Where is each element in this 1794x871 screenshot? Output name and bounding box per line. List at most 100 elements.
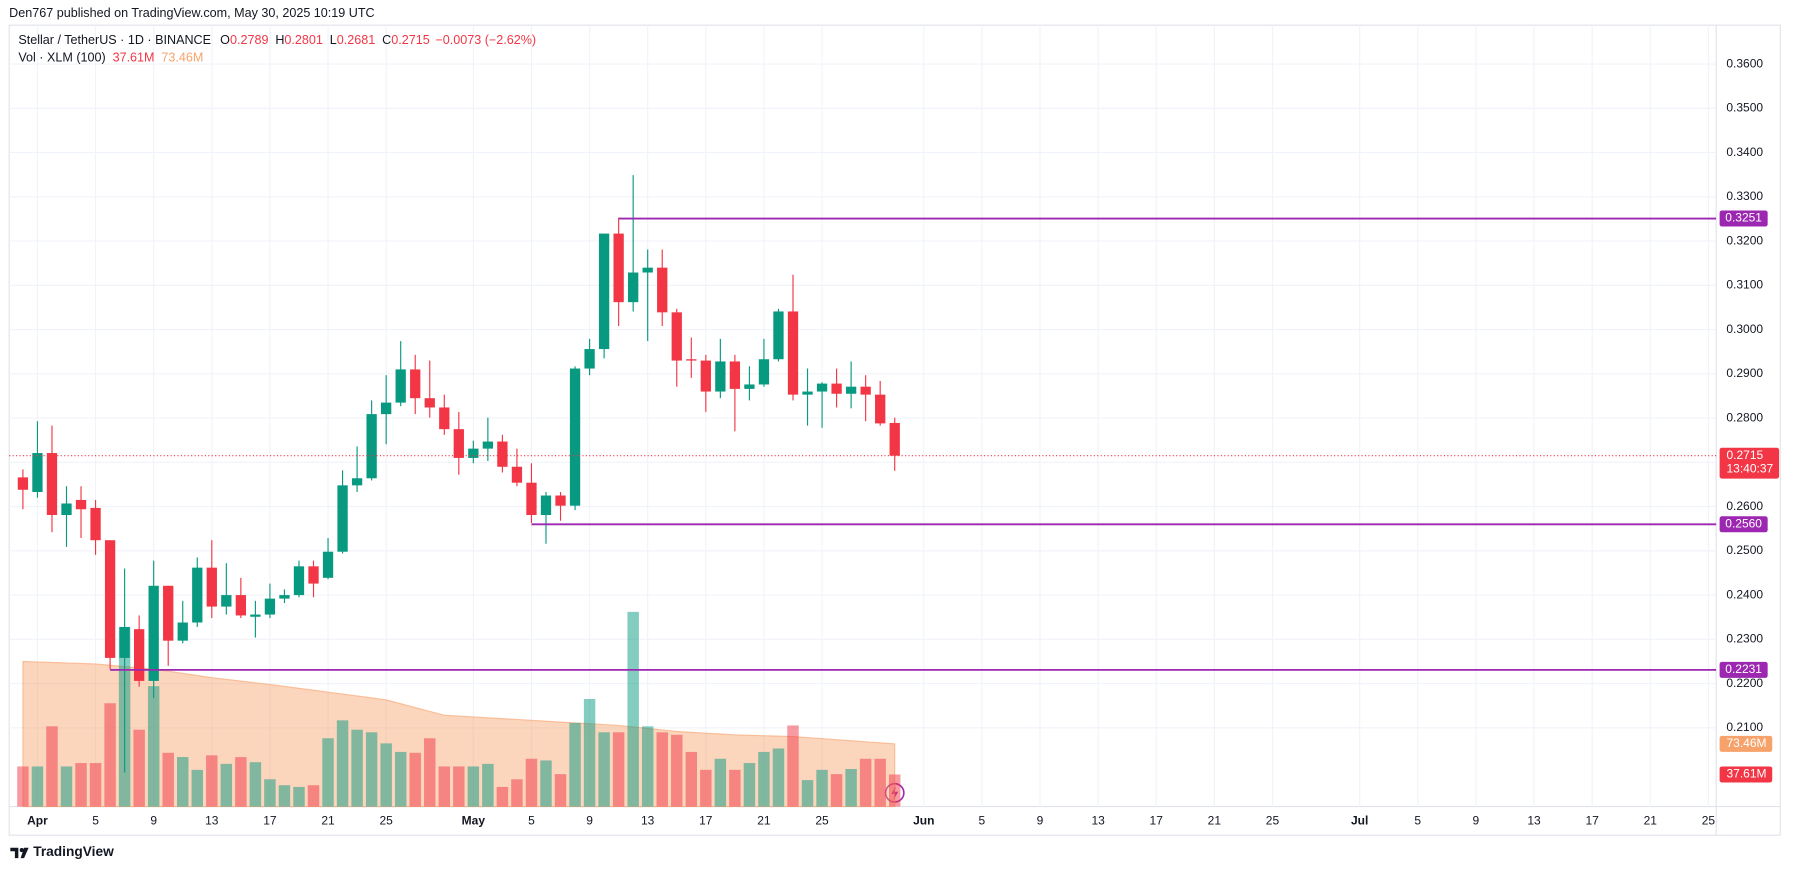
volume-bar	[278, 785, 291, 807]
volume-bar	[453, 766, 465, 807]
candle-body	[206, 567, 217, 607]
x-tick-label: 25	[1266, 814, 1280, 828]
x-tick-label: 13	[1091, 814, 1105, 828]
volume-bar	[89, 763, 102, 807]
candle-body	[758, 359, 770, 385]
candle-body	[642, 267, 653, 273]
countdown: 13:40:37	[1726, 462, 1773, 476]
candle-body	[598, 233, 610, 350]
x-tick-label: 17	[1150, 814, 1164, 828]
candle-body	[293, 566, 305, 596]
x-tick-label: Apr	[27, 814, 48, 828]
candle-body	[729, 361, 741, 389]
volume-bar	[467, 766, 480, 807]
candle-body	[657, 267, 668, 313]
candle-body	[482, 441, 494, 449]
volume-bar	[641, 726, 654, 807]
y-tick-label: 0.3100	[1726, 278, 1763, 292]
x-tick-label: 9	[150, 814, 157, 828]
y-tick-label: 0.2400	[1726, 587, 1763, 601]
candle-body	[569, 368, 581, 506]
candle-body	[816, 383, 828, 392]
candle-body	[511, 466, 523, 483]
x-tick-label: 9	[1473, 814, 1480, 828]
last-price-label: 0.2715	[1726, 448, 1763, 462]
x-tick-label: 25	[379, 814, 393, 828]
x-tick-label: 17	[699, 814, 713, 828]
volume-bar	[249, 762, 262, 807]
candle-body	[453, 429, 464, 458]
ohlc-legend: Stellar / TetherUS · 1D · BINANCE O0.2789…	[18, 34, 536, 48]
candle-body	[671, 312, 682, 361]
ohlc-key: L	[330, 34, 337, 48]
volume-bar	[714, 758, 727, 807]
candle-body	[366, 414, 377, 479]
level-tag	[1719, 661, 1768, 678]
x-tick-label: 17	[263, 814, 277, 828]
volume-bar	[598, 732, 610, 807]
volume-bar	[351, 729, 363, 807]
x-tick-label: 5	[979, 814, 986, 828]
tv-logo	[10, 847, 29, 859]
candle-body	[177, 622, 188, 641]
candle-body	[628, 272, 639, 303]
volume-bar	[365, 732, 378, 807]
published-note: Den767 published on TradingView.com, May…	[9, 6, 374, 20]
level-tag	[1719, 516, 1768, 533]
volume-bar	[801, 780, 814, 807]
volume-bar	[264, 779, 276, 807]
x-tick-label: 13	[641, 814, 655, 828]
ohlc-value: 0.2801	[284, 34, 322, 48]
y-tick-label: 0.2300	[1726, 632, 1763, 646]
y-tick-label: 0.3000	[1726, 322, 1763, 336]
volume-bar	[685, 751, 698, 807]
candle-body	[192, 567, 203, 623]
volume-bar	[583, 698, 596, 807]
level-tag	[1719, 210, 1768, 227]
x-tick-label: 21	[1644, 814, 1658, 828]
candle-body	[221, 595, 232, 607]
volume-bar	[46, 726, 58, 807]
candle-body	[250, 614, 261, 617]
candle-body	[235, 595, 247, 616]
last-price-tag	[1719, 447, 1780, 479]
candle-body	[584, 349, 595, 369]
candle-body	[351, 478, 363, 486]
x-tick-label: 5	[92, 814, 99, 828]
volume-tag-label: 73.46M	[1726, 736, 1766, 750]
candle-body	[715, 361, 726, 392]
volume-bar	[627, 611, 639, 807]
candle-body	[279, 595, 290, 599]
ohlc-key: C	[382, 34, 391, 48]
volume-bar	[859, 758, 872, 807]
candle-body	[322, 551, 334, 578]
volume-bar	[569, 722, 581, 807]
volume-tag	[1719, 735, 1773, 752]
volume-bar	[482, 763, 494, 807]
x-tick-label: 21	[321, 814, 335, 828]
volume-bar	[743, 763, 756, 807]
x-tick-label: 13	[1527, 814, 1541, 828]
volume-bar	[511, 779, 523, 807]
volume-bar	[336, 720, 349, 807]
volume-bar	[75, 763, 87, 807]
volume-last: 37.61M	[113, 51, 155, 65]
level-label: 0.3251	[1725, 211, 1762, 225]
candle-body	[831, 383, 842, 394]
candle-body	[337, 485, 348, 552]
volume-ma-last: 73.46M	[161, 51, 203, 65]
y-tick-label: 0.3600	[1726, 56, 1763, 70]
volume-bar	[888, 774, 901, 807]
y-tick-label: 0.3200	[1726, 233, 1763, 247]
candle-body	[148, 585, 159, 681]
volume-bar	[191, 769, 203, 807]
candle-body	[308, 566, 319, 584]
candle-body	[424, 398, 435, 408]
volume-bar	[874, 758, 886, 807]
brand: TradingView	[33, 844, 114, 859]
x-tick-label: 25	[815, 814, 829, 828]
candle-body	[410, 369, 421, 399]
x-tick-label: 5	[528, 814, 535, 828]
x-tick-label: 13	[205, 814, 219, 828]
